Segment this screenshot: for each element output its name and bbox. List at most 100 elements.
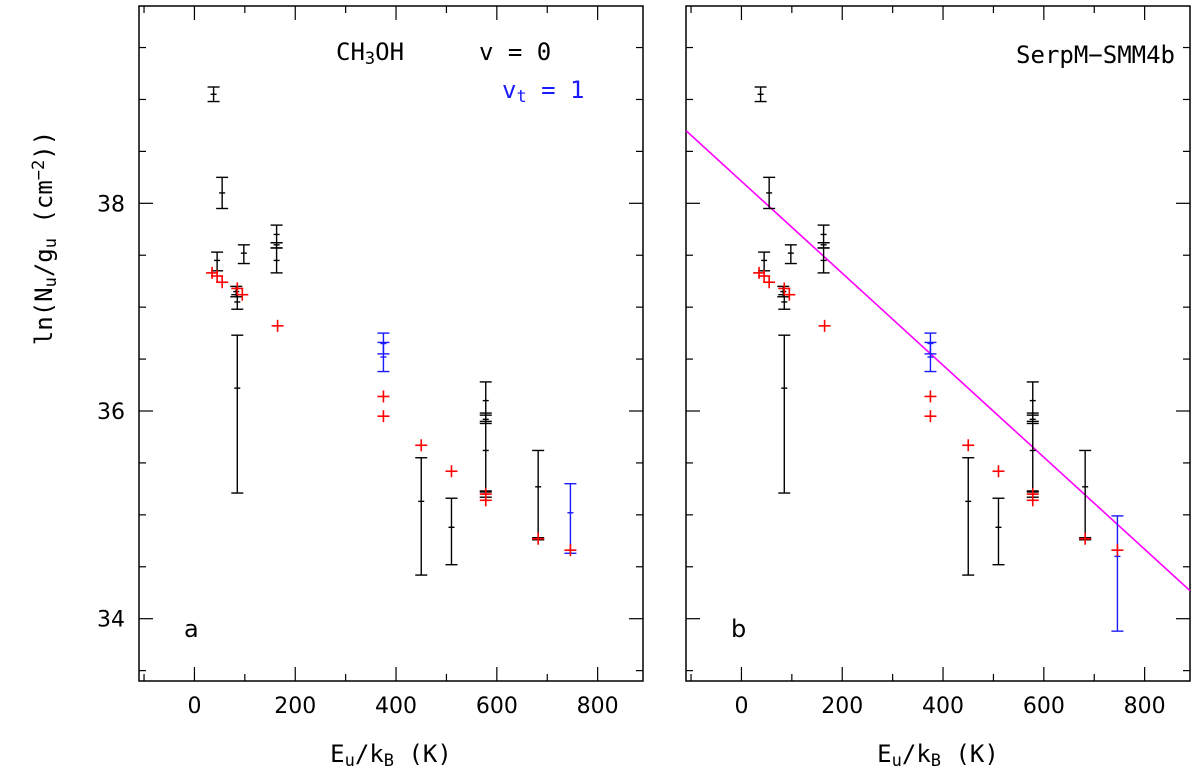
y-tick-label: 36 <box>97 400 125 425</box>
y-axis-label-unit: (cm <box>30 180 58 238</box>
y-axis-label-sub: u <box>41 277 61 287</box>
errorbar-point <box>207 86 220 103</box>
panel-a-frame <box>138 5 644 682</box>
errorbar-point <box>445 497 458 566</box>
panel-b: 0 200 400 600 800 SerpM−SMM4b b Eu/kB (K) <box>685 5 1191 771</box>
panel-b-x-label-sub2: B <box>931 751 941 771</box>
model-point <box>1079 532 1092 545</box>
molecule-label-end: OH <box>375 38 404 66</box>
x-tick-label: 200 <box>274 694 316 719</box>
v0-legend-label: v = 0 <box>479 38 551 66</box>
x-tick-label: 800 <box>577 694 619 719</box>
source-label: SerpM−SMM4b <box>1016 41 1175 69</box>
x-tick-label: 0 <box>187 694 201 719</box>
panel-a-letter: a <box>184 615 199 643</box>
panel-a-ticks <box>139 6 643 681</box>
model-point <box>231 282 244 295</box>
model-point <box>479 494 492 507</box>
panel-b-frame <box>685 5 1191 682</box>
model-point <box>924 410 937 423</box>
errorbar-point <box>270 242 283 249</box>
errorbar-point <box>817 242 830 249</box>
model-point <box>216 276 229 289</box>
panel-b-letter: b <box>731 615 746 643</box>
model-point <box>206 266 219 279</box>
y-axis-label-mid: /g <box>30 248 58 277</box>
errorbar-point <box>992 497 1005 566</box>
model-point <box>962 439 975 452</box>
panel-b-ticks <box>686 6 1190 681</box>
errorbar-point <box>479 412 492 493</box>
panel-a-x-label-sub2: B <box>384 751 394 771</box>
errorbar-point <box>415 457 428 576</box>
x-tick-label: 400 <box>375 694 417 719</box>
x-tick-label: 0 <box>734 694 748 719</box>
errorbar-point <box>817 247 830 274</box>
model-point <box>778 282 791 295</box>
model-point <box>992 465 1005 478</box>
errorbar-point <box>758 251 771 272</box>
errorbar-point <box>817 224 830 244</box>
panel-a-x-label-unit: (K) <box>394 740 452 768</box>
panel-b-fit <box>685 130 1191 592</box>
vt1-legend-end: = 1 <box>527 76 585 104</box>
errorbar-point <box>962 457 975 576</box>
model-point <box>1026 494 1039 507</box>
x-tick-label: 400 <box>922 694 964 719</box>
errorbar-point <box>377 341 390 373</box>
vt1-legend-main: v <box>502 76 516 104</box>
panel-a-xtick-labels: 0 200 400 600 800 <box>187 694 618 719</box>
panel-a-marks <box>206 86 577 576</box>
panel-b-x-label-sub: u <box>892 751 902 771</box>
fit-line <box>685 130 1191 592</box>
x-tick-label: 600 <box>476 694 518 719</box>
model-point <box>758 270 771 282</box>
panel-a-ytick-labels: 34 36 38 <box>97 192 125 632</box>
y-axis-label-sub2: u <box>41 238 61 248</box>
model-point <box>377 390 390 403</box>
errorbar-point <box>754 86 767 103</box>
model-point <box>564 544 577 557</box>
model-point <box>271 319 284 332</box>
x-tick-label: 600 <box>1023 694 1065 719</box>
errorbar-point <box>778 334 791 494</box>
errorbar-point <box>237 244 250 265</box>
errorbar-point <box>532 449 545 540</box>
errorbar-point <box>1079 449 1092 540</box>
errorbar-point <box>211 251 224 272</box>
model-point <box>763 276 776 289</box>
errorbar-point <box>231 334 244 494</box>
errorbar-point <box>784 244 797 265</box>
y-axis-label-exp: −2 <box>29 160 49 180</box>
model-point <box>211 270 224 282</box>
panel-b-x-axis-label: Eu/kB (K) <box>877 740 999 771</box>
y-tick-label: 34 <box>97 608 125 633</box>
panel-b-x-label-slash: /k <box>902 740 931 768</box>
molecule-label: CH3OH <box>336 38 404 69</box>
vt1-legend-sub: t <box>516 87 526 107</box>
model-point <box>818 319 831 332</box>
model-point <box>924 390 937 403</box>
vt1-legend-label: vt = 1 <box>502 76 585 107</box>
errorbar-point <box>1026 412 1039 493</box>
y-axis-label-main: ln(N <box>30 287 58 345</box>
x-tick-label: 200 <box>821 694 863 719</box>
panel-a-x-label-slash: /k <box>355 740 384 768</box>
molecule-label-sub: 3 <box>365 49 375 69</box>
errorbar-point <box>924 341 937 373</box>
model-point <box>532 532 545 545</box>
molecule-label-main: CH <box>336 38 365 66</box>
x-tick-label: 800 <box>1124 694 1166 719</box>
panel-b-x-label-unit: (K) <box>941 740 999 768</box>
model-point <box>783 288 796 301</box>
panel-a-x-label-sub: u <box>345 751 355 771</box>
model-point <box>753 266 766 279</box>
panel-b-xtick-labels: 0 200 400 600 800 <box>734 694 1165 719</box>
errorbar-point <box>763 176 776 210</box>
panel-a-x-label-main: E <box>330 740 344 768</box>
model-point <box>236 288 249 301</box>
model-point <box>445 465 458 478</box>
model-point <box>377 410 390 423</box>
